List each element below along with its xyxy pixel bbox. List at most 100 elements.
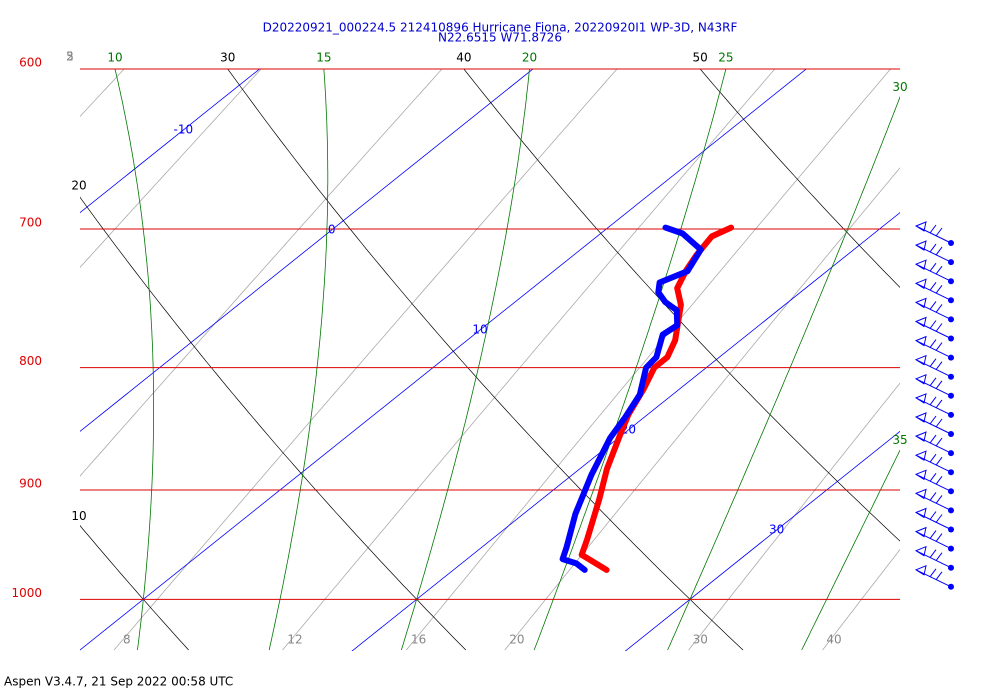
footer: Aspen V3.4.7, 21 Sep 2022 00:58 UTC: [4, 675, 233, 689]
dry-adiabat: [227, 69, 744, 651]
pressure-label: 1000: [11, 586, 42, 600]
line-label: 20: [71, 178, 86, 192]
profile-line: [559, 224, 704, 573]
wind-barb: [914, 335, 952, 359]
line-label: 15: [316, 51, 331, 65]
wind-barb: [914, 297, 952, 320]
dry-adiabat: [80, 525, 189, 651]
line-label: 20: [522, 51, 537, 65]
moist-adiabat: [533, 69, 727, 651]
wind-barb-dot: [948, 335, 954, 342]
line-label: 50: [693, 51, 708, 65]
line-label: 25: [718, 51, 733, 65]
mixing-ratio-line: [406, 69, 891, 651]
wind-barbs: [914, 221, 954, 590]
wind-barb-dot: [948, 259, 954, 266]
wind-barb: [914, 316, 952, 339]
wind-barb: [914, 259, 952, 282]
isotherm: [80, 69, 807, 651]
wind-barb: [914, 431, 952, 454]
isotherm-label: 30: [769, 523, 784, 537]
wind-barb-dot: [948, 373, 954, 380]
mixing-ratio-line: [113, 69, 618, 651]
wind-barb: [914, 412, 952, 435]
wind-barb: [914, 393, 952, 416]
line-label: 12: [287, 633, 302, 647]
chart-subtitle: N22.6515 W71.8726: [438, 31, 562, 45]
line-label: 10: [71, 509, 86, 523]
wind-barb-dot: [948, 564, 954, 571]
dry-adiabat: [699, 69, 900, 288]
pressure-label: 800: [19, 354, 42, 368]
line-label: 30: [220, 51, 235, 65]
line-label: 40: [826, 633, 841, 647]
line-label: 8: [123, 633, 131, 647]
isotherm-label: 0: [328, 223, 336, 237]
wind-barb-dot: [948, 354, 954, 361]
line-label: 2: [66, 50, 74, 64]
wind-barb-dot: [948, 316, 954, 323]
moist-adiabat: [268, 69, 329, 651]
dry-adiabat: [463, 69, 900, 542]
chart-title: D20220921_000224.5 212410896 Hurricane F…: [263, 21, 738, 35]
isotherm: [80, 69, 261, 214]
wind-barb-dot: [948, 526, 954, 533]
wind-barb-dot: [948, 297, 954, 304]
mixing-ratio-line: [688, 382, 900, 651]
wind-barb-dot: [948, 583, 954, 590]
isotherm-label: 10: [472, 323, 487, 337]
wind-barb-dot: [948, 450, 954, 457]
moist-adiabat: [114, 69, 155, 651]
isotherm-label: -10: [174, 123, 194, 137]
labels: 600 700 800 900 1000 235 8 12 16 20 30 40 -10 0 10 20 30…: [11, 50, 907, 647]
mixing-ratio-line: [80, 69, 262, 268]
wind-barb: [914, 469, 952, 492]
line-label: 30: [693, 633, 708, 647]
wind-barb: [914, 240, 952, 263]
mixing-ratio-line: [80, 69, 443, 477]
wind-barb-dot: [948, 488, 954, 495]
mixing-ratio-line: [822, 548, 900, 651]
wind-barb-dot: [948, 507, 954, 514]
moist-adiabat: [667, 95, 900, 651]
wind-barb-dot: [948, 411, 954, 418]
wind-barb-dot: [948, 278, 954, 285]
wind-barb-dot: [948, 431, 954, 437]
mixing-ratio-line: [282, 69, 776, 651]
wind-barb: [914, 450, 952, 473]
wind-barb: [914, 545, 952, 569]
wind-barb: [914, 507, 952, 530]
wind-barb: [914, 354, 952, 378]
reference-lines: [80, 69, 900, 651]
line-label: 16: [411, 633, 426, 647]
pressure-label: 700: [19, 216, 42, 230]
isotherm: [624, 430, 900, 651]
wind-barb-dot: [948, 240, 954, 246]
wind-barb: [914, 526, 952, 550]
wind-barb-dot: [948, 392, 954, 399]
line-label: 30: [892, 80, 907, 94]
wind-barb-dot: [948, 545, 954, 552]
mixing-ratio-line: [504, 167, 900, 651]
isotherm: [80, 69, 534, 432]
wind-barb: [914, 564, 952, 588]
pressure-label: 600: [19, 56, 42, 70]
wind-barb-dot: [948, 469, 954, 476]
line-label: 10: [107, 51, 122, 65]
pressure-label: 900: [19, 476, 42, 490]
wind-barb: [914, 488, 952, 511]
line-label: 3: [66, 50, 74, 64]
moist-adiabat: [401, 69, 530, 651]
line-label: 5: [66, 50, 74, 64]
dry-adiabat: [80, 196, 467, 651]
line-label: 20: [509, 633, 524, 647]
line-label: 40: [456, 51, 471, 65]
wind-barb: [914, 221, 952, 244]
profiles: [559, 224, 735, 573]
wind-barb: [914, 373, 952, 397]
moist-adiabat: [801, 449, 900, 651]
wind-barb: [914, 278, 952, 301]
